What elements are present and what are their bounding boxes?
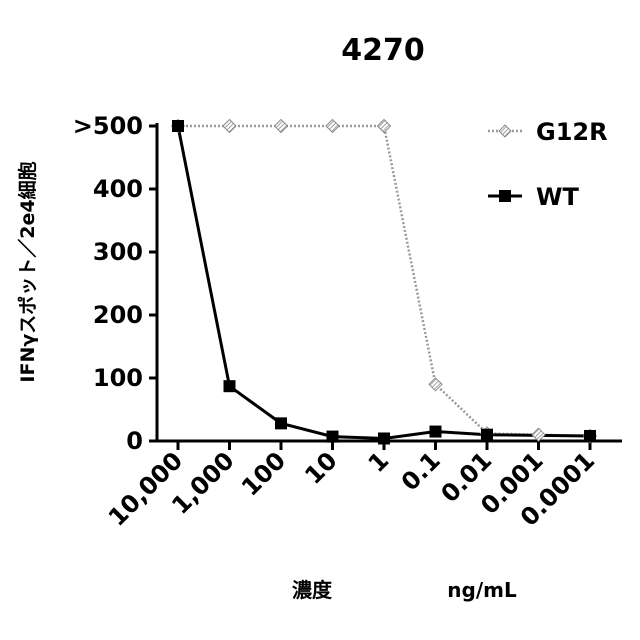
x-tick-label: 100	[236, 446, 291, 501]
series-layer	[172, 120, 597, 445]
y-tick-label: 300	[93, 238, 143, 266]
data-point-wt	[584, 430, 596, 442]
data-point-wt	[172, 120, 184, 132]
data-point-g12r	[223, 120, 236, 133]
data-point-wt	[327, 431, 339, 443]
legend-wt-marker	[499, 190, 511, 202]
chart-title: 4270	[341, 33, 425, 68]
x-tick-label: 10	[299, 446, 342, 489]
data-point-wt	[430, 426, 442, 438]
x-axis-label: 濃度	[292, 578, 333, 602]
y-tick-label: 400	[93, 175, 143, 203]
axes	[157, 123, 622, 441]
legend-g12r-label: G12R	[536, 118, 608, 146]
x-tick-label: 10,000	[103, 446, 188, 531]
data-point-wt	[481, 429, 493, 441]
x-axis-unit: ng/mL	[447, 578, 517, 602]
data-point-g12r	[429, 378, 442, 391]
x-ticks: 10,0001,0001001010.10.010.0010.0001	[103, 441, 600, 532]
data-point-wt	[275, 417, 287, 429]
y-ticks: 0 100 200 300 400 >500	[73, 112, 157, 455]
series-line-g12r	[178, 126, 590, 436]
data-point-g12r	[532, 428, 545, 441]
legend-wt-label: WT	[536, 183, 579, 211]
data-point-wt	[378, 432, 390, 444]
data-point-g12r	[378, 120, 391, 133]
series-line-wt	[178, 126, 590, 438]
y-axis-label: IFNγスポット／2e4細胞	[16, 161, 39, 382]
legend: G12R WT	[488, 118, 608, 211]
data-point-g12r	[275, 120, 288, 133]
y-tick-label: 200	[93, 301, 143, 329]
data-point-wt	[224, 380, 236, 392]
data-point-g12r	[326, 120, 339, 133]
legend-g12r-marker	[499, 125, 511, 137]
legend-entry-g12r: G12R	[488, 118, 608, 146]
y-tick-label: >500	[73, 112, 143, 140]
legend-entry-wt: WT	[488, 183, 579, 211]
y-tick-label: 100	[93, 364, 143, 392]
y-tick-label: 0	[126, 427, 143, 455]
x-tick-label: 1	[363, 446, 395, 478]
